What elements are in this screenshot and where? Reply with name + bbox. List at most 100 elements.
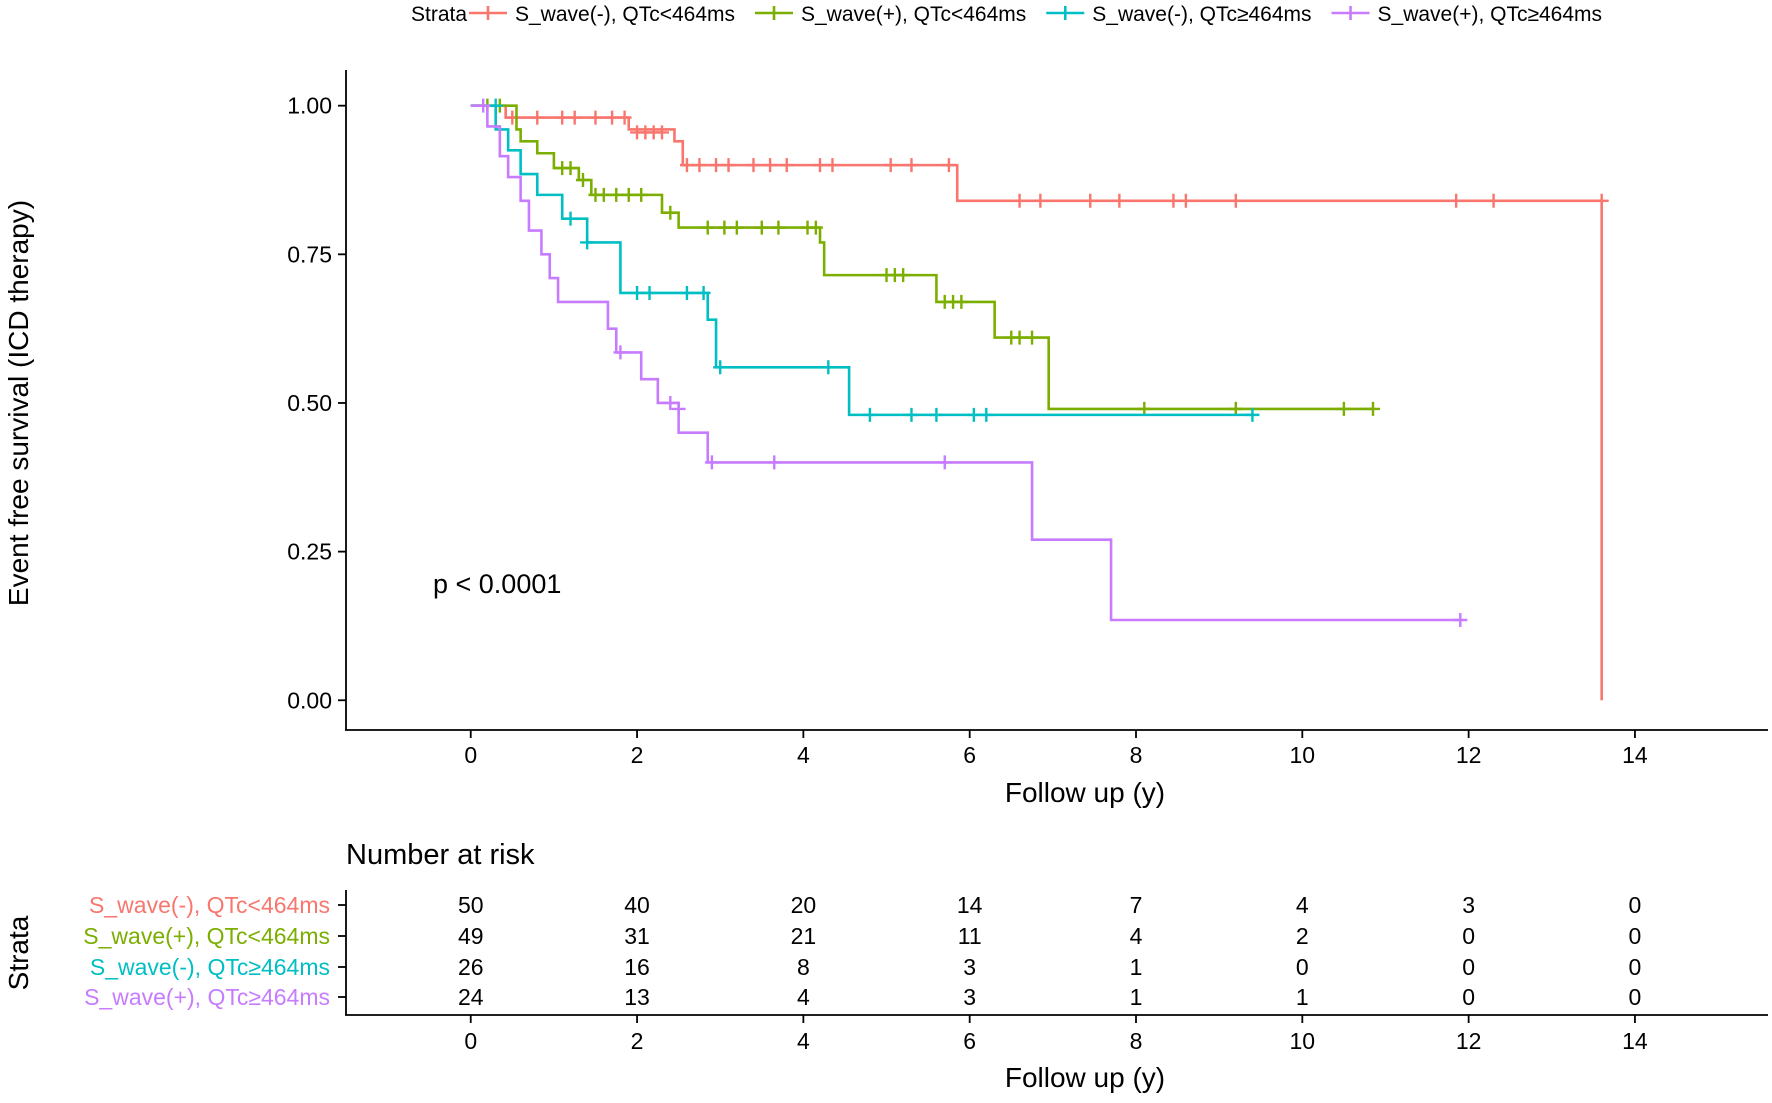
risk-count: 1 [1130, 984, 1143, 1010]
risk-row-label: S_wave(+), QTc<464ms [83, 923, 330, 949]
risk-count: 0 [1629, 892, 1642, 918]
risk-x-tick-label: 0 [464, 1028, 477, 1054]
legend-item: S_wave(+), QTc<464ms [755, 3, 1026, 26]
censor-mark [530, 110, 545, 125]
risk-row: S_wave(+), QTc<464ms 49 31 21 11 4 2 0 0 [83, 923, 1641, 949]
censor-mark [937, 455, 952, 470]
risk-count: 11 [958, 923, 982, 949]
y-axis-ticks: 0.00 0.25 0.50 0.75 1.00 [287, 93, 346, 713]
censor-mark [679, 285, 694, 300]
censor-mark [704, 455, 719, 470]
censor-mark [779, 158, 794, 173]
legend-label: S_wave(+), QTc≥464ms [1378, 3, 1603, 26]
censor-mark [1449, 193, 1464, 208]
censor-mark [904, 158, 919, 173]
y-axis-title: Event free survival (ICD therapy) [3, 200, 34, 606]
risk-count: 0 [1629, 923, 1642, 949]
censor-mark [825, 158, 840, 173]
censor-mark [563, 211, 578, 226]
risk-count: 24 [458, 984, 484, 1010]
censor-mark [1112, 193, 1127, 208]
risk-count: 40 [624, 892, 650, 918]
x-axis-title: Follow up (y) [1005, 777, 1165, 808]
risk-count: 50 [458, 892, 484, 918]
legend-label: S_wave(+), QTc<464ms [801, 3, 1026, 26]
censor-mark [729, 220, 744, 235]
censor-mark [476, 98, 491, 113]
risk-x-tick-label: 4 [797, 1028, 810, 1054]
legend-item: S_wave(+), QTc≥464ms [1331, 3, 1603, 26]
x-tick-label: 12 [1456, 742, 1482, 768]
censor-mark [813, 158, 827, 173]
risk-count: 49 [458, 923, 484, 949]
legend-key [755, 6, 793, 20]
censor-mark [1083, 193, 1098, 208]
censor-mark [1166, 193, 1181, 208]
censor-mark [692, 158, 707, 173]
censor-mark [1178, 193, 1193, 208]
censor-mark [941, 158, 956, 173]
x-tick-label: 8 [1130, 742, 1143, 768]
risk-count: 20 [791, 892, 817, 918]
series-group [470, 98, 1380, 416]
censor-mark [621, 187, 636, 202]
main-plot: 0.00 0.25 0.50 0.75 1.00 0 2 4 6 8 10 12 14 Follow … [3, 70, 1768, 808]
censor-mark [555, 110, 570, 125]
censor-mark [771, 220, 786, 235]
censor-mark [746, 158, 761, 173]
risk-count: 26 [458, 954, 484, 980]
risk-row: S_wave(-), QTc<464ms 50 40 20 14 7 4 3 0 [89, 892, 1641, 918]
p-value-annotation: p < 0.0001 [433, 569, 561, 599]
censor-mark [696, 285, 711, 300]
censor-mark [679, 158, 694, 173]
censor-mark [613, 345, 628, 360]
censor-mark [1453, 613, 1468, 627]
risk-count: 4 [797, 984, 810, 1010]
legend-key [1046, 6, 1085, 20]
censor-mark [567, 110, 582, 125]
risk-x-tick-label: 12 [1456, 1028, 1482, 1054]
risk-table-strata-axis-title: Strata [3, 915, 34, 990]
risk-row: S_wave(-), QTc≥464ms 26 16 8 3 1 0 0 0 [90, 954, 1641, 980]
censor-mark [979, 407, 994, 422]
legend-items: S_wave(-), QTc<464ms S_wave(+), QTc<464ms… [469, 3, 1602, 26]
y-tick-label: 0.00 [287, 687, 332, 713]
risk-count: 0 [1462, 984, 1475, 1010]
risk-table-x-ticks: 0 2 4 6 8 10 12 14 [464, 1015, 1648, 1054]
x-tick-label: 2 [631, 742, 644, 768]
censor-mark [671, 401, 686, 416]
censor-mark [1366, 401, 1380, 416]
risk-count: 0 [1462, 954, 1475, 980]
risk-count: 16 [624, 954, 650, 980]
censor-mark [767, 455, 782, 470]
risk-row-label: S_wave(-), QTc<464ms [89, 892, 330, 918]
censor-mark [862, 407, 877, 422]
censor-mark [896, 268, 911, 283]
x-axis-ticks: 0 2 4 6 8 10 12 14 [464, 730, 1648, 768]
survival-curve [470, 104, 1373, 411]
legend: Strata S_wave(-), QTc<464ms S_wave(+), QT… [411, 3, 1602, 26]
censor-mark [966, 407, 981, 422]
x-tick-label: 10 [1290, 742, 1316, 768]
risk-table-rows: S_wave(-), QTc<464ms 50 40 20 14 7 4 3 0S_wave(+… [83, 892, 1641, 1010]
censor-mark [617, 110, 632, 125]
censor-mark [883, 158, 898, 173]
censor-mark [596, 187, 611, 202]
censor-mark [754, 220, 769, 235]
risk-table-x-axis-title: Follow up (y) [1005, 1062, 1165, 1093]
censor-mark [663, 395, 678, 410]
risk-count: 7 [1130, 892, 1143, 918]
censor-mark [808, 220, 823, 235]
censor-mark [954, 294, 969, 309]
censor-mark [1594, 193, 1609, 208]
legend-label: S_wave(-), QTc≥464ms [1092, 3, 1311, 26]
risk-x-tick-label: 8 [1130, 1028, 1143, 1054]
risk-count: 0 [1629, 954, 1642, 980]
risk-row: S_wave(+), QTc≥464ms 24 13 4 3 1 1 0 0 [84, 984, 1641, 1010]
censor-mark [929, 407, 944, 422]
risk-count: 13 [624, 984, 650, 1010]
censor-mark [821, 360, 836, 375]
censor-mark [721, 158, 736, 173]
risk-count: 21 [791, 923, 817, 949]
censor-mark [1025, 330, 1040, 345]
